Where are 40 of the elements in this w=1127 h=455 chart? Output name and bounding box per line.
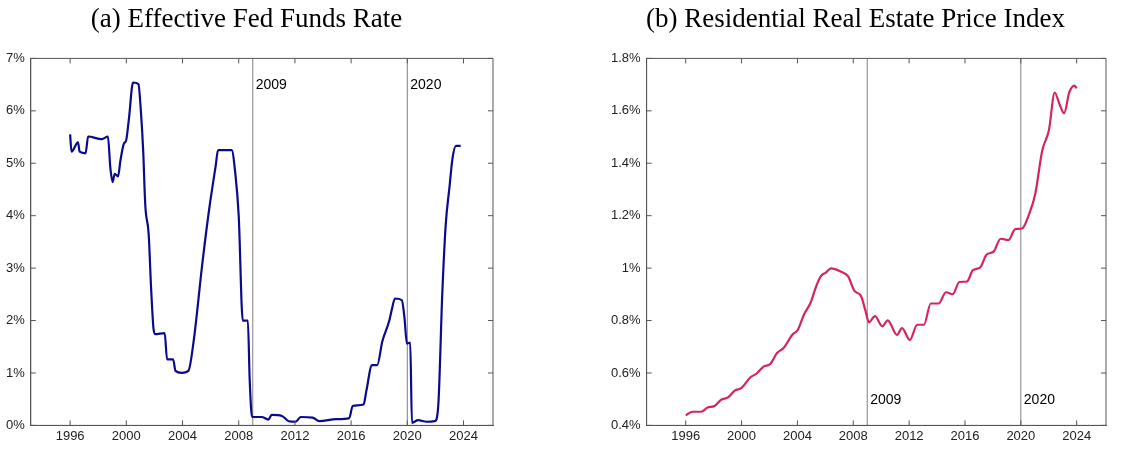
x-tick-label: 2020 (1006, 427, 1036, 443)
y-tick-label: 0% (5, 416, 26, 432)
x-tick-label: 2016 (336, 427, 366, 443)
y-tick-label: 2% (5, 312, 26, 328)
x-tick-label: 2008 (838, 427, 868, 443)
y-tick-label: 0.4% (610, 416, 642, 432)
y-tick-label: 4% (5, 207, 26, 223)
y-tick-label: 0.6% (610, 364, 642, 380)
x-tick-label: 2004 (168, 427, 197, 443)
ref-line-label: 2020 (410, 76, 442, 93)
ref-line-label: 2009 (870, 391, 902, 408)
x-tick-label: 2004 (782, 427, 812, 443)
line-series (684, 84, 1078, 417)
x-tick-label: 2000 (111, 427, 141, 443)
x-tick-label: 2016 (950, 427, 980, 443)
y-tick-label: 1% (621, 259, 642, 275)
x-tick-label: 2024 (1062, 427, 1092, 443)
x-tick-label: 2012 (894, 427, 924, 443)
chart-title: (a) Effective Fed Funds Rate (90, 3, 403, 34)
x-tick-label: 2020 (392, 427, 422, 443)
ref-line-label: 2009 (255, 76, 288, 93)
y-tick-label: 5% (5, 154, 26, 170)
x-tick-label: 2008 (224, 427, 254, 443)
y-tick-label: 1.6% (610, 102, 642, 118)
x-tick-label: 1996 (55, 427, 85, 443)
y-tick-label: 0.8% (610, 312, 642, 328)
x-tick-label: 2012 (280, 427, 310, 443)
chart-title: (b) Residential Real Estate Price Index (645, 3, 1066, 34)
line-series (69, 81, 462, 424)
y-tick-label: 1.8% (610, 49, 642, 65)
y-tick-label: 6% (5, 102, 26, 118)
ref-line-label: 2020 (1023, 391, 1056, 408)
y-tick-label: 1.4% (610, 154, 642, 170)
x-tick-label: 2024 (449, 427, 478, 443)
x-tick-label: 1996 (671, 427, 701, 443)
y-tick-label: 3% (5, 259, 26, 275)
y-tick-label: 1.2% (610, 207, 642, 223)
y-tick-label: 1% (5, 364, 26, 380)
y-tick-label: 7% (5, 49, 26, 65)
x-tick-label: 2000 (727, 427, 757, 443)
